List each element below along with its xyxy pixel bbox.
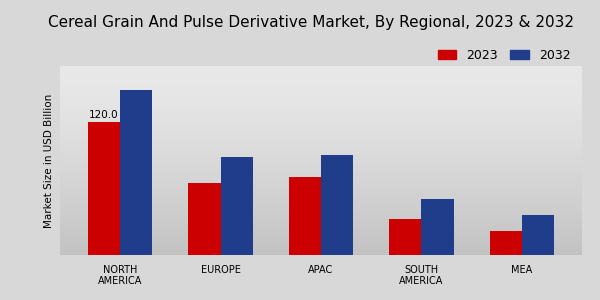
Y-axis label: Market Size in USD Billion: Market Size in USD Billion: [44, 93, 55, 228]
Bar: [389, 219, 421, 255]
Bar: [490, 230, 522, 255]
Bar: [120, 91, 152, 255]
Bar: [321, 155, 353, 255]
Bar: [188, 183, 221, 255]
Bar: [221, 157, 253, 255]
Bar: [88, 122, 120, 255]
Bar: [421, 200, 454, 255]
Legend: 2023, 2032: 2023, 2032: [433, 44, 576, 67]
Text: Cereal Grain And Pulse Derivative Market, By Regional, 2023 & 2032: Cereal Grain And Pulse Derivative Market…: [48, 15, 574, 30]
Bar: [522, 215, 554, 255]
Text: 120.0: 120.0: [88, 110, 118, 121]
Bar: [289, 177, 321, 255]
